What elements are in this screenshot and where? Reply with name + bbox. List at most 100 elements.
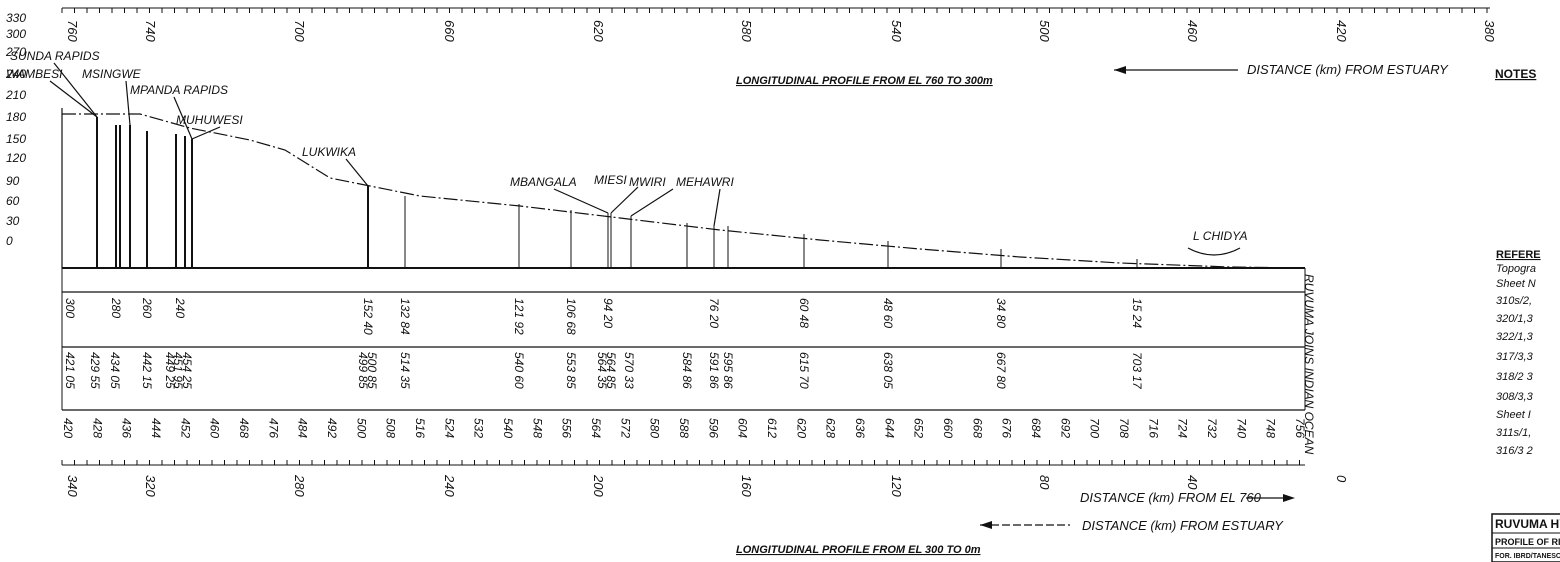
elevation-axis-label: 90	[6, 174, 20, 188]
feature-label-8: MWIRI	[629, 175, 666, 189]
elevation-value-label: 260	[140, 297, 154, 318]
top-scale-label: 460	[1185, 20, 1200, 42]
middle-distance-caption: DISTANCE (km) FROM EL 760	[1080, 490, 1262, 505]
feature-label-3: MPANDA RAPIDS	[130, 83, 228, 97]
km-scale-label: 652	[912, 418, 926, 438]
elevation-axis-label: 210	[5, 88, 26, 102]
km-scale-label: 452	[178, 418, 192, 438]
km-scale-label: 596	[706, 418, 720, 438]
feature-label-4: MUHUWESI	[176, 113, 243, 127]
elevation-value-label: 48 60	[881, 298, 895, 328]
chainage-value-label: 703 17	[1130, 352, 1144, 390]
top-scale-label: 500	[1037, 20, 1052, 42]
top-scale-label: 700	[292, 20, 307, 42]
km-scale-label: 756	[1293, 418, 1307, 438]
feature-leader-line	[630, 188, 674, 217]
feature-label-9: MEHAWRI	[676, 175, 734, 189]
feature-label-7: MIESI	[594, 173, 627, 187]
elevation-value-label: 300	[63, 298, 77, 318]
reference-line: 320/1,3	[1496, 313, 1534, 325]
km-scale-label: 524	[442, 418, 456, 438]
feature-leader-line	[49, 80, 98, 118]
km-scale-label: 436	[120, 418, 134, 438]
elevation-value-label: 121 92	[512, 298, 526, 335]
reference-line: 311s/1,	[1496, 427, 1531, 439]
reference-line: 322/1,3	[1496, 331, 1534, 343]
km-scale-label: 484	[296, 418, 310, 438]
lower-distance-caption: DISTANCE (km) FROM ESTUARY	[1082, 518, 1284, 533]
river-bed-profile	[62, 113, 1306, 269]
km-scale-label: 588	[677, 418, 691, 438]
feature-label-2: MSINGWE	[82, 67, 142, 81]
chainage-value-label: 449 25	[163, 352, 177, 389]
elevation-axis-label: 120	[6, 151, 26, 165]
km-scale-label: 636	[853, 418, 867, 438]
feature-leader-line	[53, 62, 98, 118]
chainage-value-label: 584 86	[680, 352, 694, 389]
elevation-value-label: 34 80	[994, 298, 1008, 328]
chainage-value-label: 434 05	[108, 352, 122, 389]
km-scale-label: 660	[941, 418, 955, 438]
bottom-scale-label: 120	[889, 475, 904, 497]
reference-line: 310s/2,	[1496, 295, 1532, 307]
elevation-value-label: 240	[173, 297, 187, 318]
mouth-label: RUVUMA JOINS INDIAN OCEAN	[1302, 274, 1316, 455]
bottom-scale-label: 240	[442, 474, 457, 497]
elevation-axis-label: 0	[6, 234, 13, 248]
elevation-axis-label: 150	[6, 132, 26, 146]
chainage-value-label: 514 35	[398, 352, 412, 389]
reference-line: Sheet I	[1496, 409, 1531, 421]
bottom-scale-label: 40	[1185, 475, 1200, 490]
km-scale-label: 684	[1029, 418, 1043, 438]
km-scale-label: 492	[325, 418, 339, 438]
top-scale-label: 380	[1482, 20, 1497, 42]
km-scale-label: 604	[736, 418, 750, 438]
lower-profile-title: LONGITUDINAL PROFILE FROM EL 300 TO 0m	[736, 544, 981, 556]
km-scale-label: 564	[589, 418, 603, 438]
km-scale-label: 580	[648, 418, 662, 438]
chainage-value-label: 500 85	[365, 352, 379, 389]
upper-profile-title: LONGITUDINAL PROFILE FROM EL 760 TO 300m	[736, 75, 993, 87]
chainage-value-label: 454 25	[180, 352, 194, 389]
elevation-axis-label: 60	[6, 194, 20, 208]
reference-line: 318/2 3	[1496, 371, 1534, 383]
lake-chidya-symbol	[1187, 247, 1241, 256]
km-scale-label: 748	[1264, 418, 1278, 438]
feature-leader-line	[713, 188, 721, 227]
chainage-value-label: 429 55	[88, 352, 102, 389]
top-scale-label: 620	[591, 20, 606, 42]
feature-label-6: MBANGALA	[510, 175, 577, 189]
feature-leader-line	[173, 96, 193, 140]
elevation-axis-label: 330	[6, 11, 26, 25]
km-scale-label: 444	[149, 418, 163, 438]
elevation-axis-label: 30	[6, 214, 20, 228]
bottom-scale-label: 340	[65, 475, 80, 497]
bottom-scale-label: 200	[591, 474, 606, 497]
km-scale-label: 732	[1205, 418, 1219, 438]
title-block-frame	[1491, 513, 1560, 562]
reference-line: 316/3 2	[1496, 445, 1533, 457]
km-scale-label: 420	[61, 418, 75, 438]
reference-line: 317/3,3	[1496, 351, 1534, 363]
km-scale-label: 740	[1234, 418, 1248, 438]
middle-distance-arrowhead	[1283, 494, 1295, 502]
km-scale-label: 548	[530, 418, 544, 438]
feature-leader-line	[191, 126, 221, 140]
elevation-value-label: 76 20	[707, 298, 721, 328]
km-scale-label: 476	[266, 418, 280, 438]
feature-label-0: SUNDA RAPIDS	[10, 49, 100, 63]
bottom-scale-label: 280	[292, 474, 307, 497]
elevation-value-label: 132 84	[398, 298, 412, 335]
elevation-axis-label: 270	[5, 45, 26, 59]
chainage-value-label: 570 33	[622, 352, 636, 389]
km-scale-label: 620	[794, 418, 808, 438]
notes-heading: NOTES	[1495, 67, 1536, 81]
feature-leader-line	[125, 80, 131, 126]
bottom-scale-label: 320	[143, 475, 158, 497]
elevation-axis-label: 240	[5, 67, 26, 81]
chainage-value-label: 667 80	[994, 352, 1008, 389]
chainage-value-label: 553 85	[564, 352, 578, 389]
km-scale-label: 628	[824, 418, 838, 438]
km-scale-label: 460	[208, 418, 222, 438]
